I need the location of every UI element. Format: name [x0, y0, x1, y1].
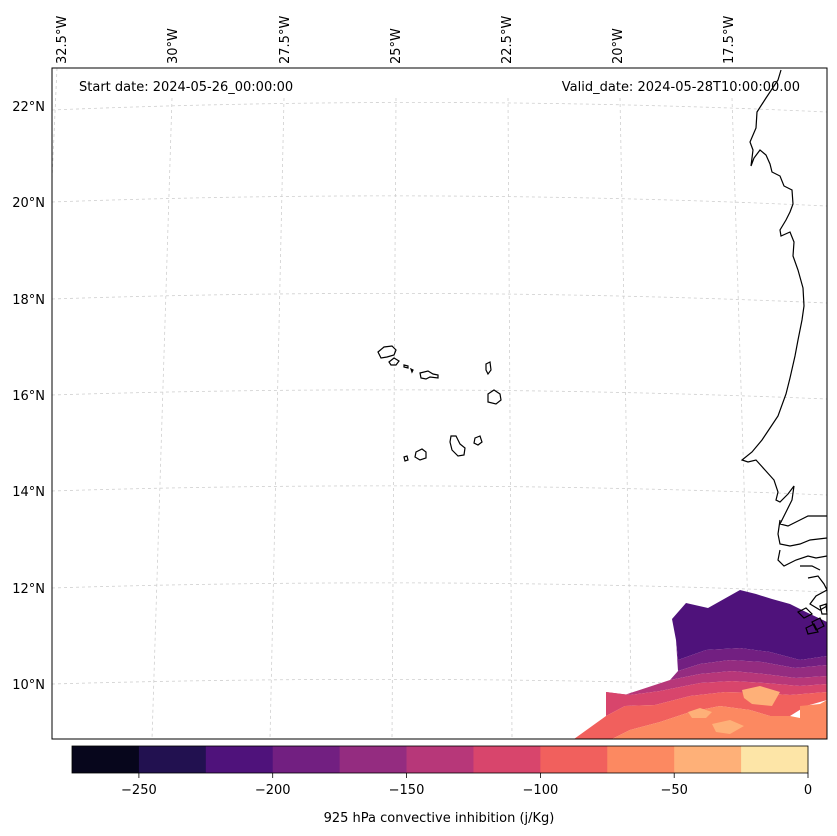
- cin-band-1: [676, 640, 827, 671]
- cin-band-7a: [688, 708, 712, 718]
- lat-label-22n: 22°N: [12, 100, 45, 115]
- island-santiago: [449, 435, 466, 457]
- lat-label-20n: 20°N: [12, 196, 45, 211]
- lon-label-30w: 30°W: [166, 28, 181, 64]
- colorbar-ticklabel--50: −50: [660, 783, 687, 798]
- meridian-20w: [619, 97, 633, 740]
- colorbar-cell-2: [205, 746, 274, 773]
- island-sao-vicente: [388, 357, 400, 366]
- island-fogo: [414, 448, 427, 461]
- island-boa-vista: [487, 389, 502, 405]
- graticule: [51, 67, 828, 740]
- africa-coastline: [740, 69, 827, 527]
- colorbar-ticks: [138, 773, 809, 778]
- lat-label-14n: 14°N: [12, 485, 45, 500]
- island-maio: [473, 435, 483, 446]
- lon-label-25w: 25°W: [389, 28, 404, 64]
- cin-band-3: [606, 671, 827, 701]
- island-santo-antao: [377, 345, 397, 359]
- colorbar-border: [71, 745, 809, 774]
- colorbar-cell-0: [72, 746, 140, 773]
- cin-band-0: [672, 590, 827, 660]
- valid-date-label: Valid_date: 2024-05-28T10:00:00.00: [562, 80, 800, 95]
- parallel-12n: [51, 582, 828, 593]
- lon-label-20w: 20°W: [611, 28, 626, 64]
- colorbar-cell-1: [138, 746, 207, 773]
- island-ilheu: [409, 367, 414, 374]
- bijagos-islands: [796, 603, 828, 635]
- start-date-label: Start date: 2024-05-26_00:00:00: [79, 80, 293, 95]
- longitude-labels: 32.5°W 30°W 27.5°W 25°W 22.5°W 20°W 17.5…: [55, 16, 737, 64]
- gambia-coast: [777, 519, 828, 547]
- cin-band-2: [670, 660, 827, 680]
- colorbar-cell-9: [674, 746, 742, 773]
- lat-label-10n: 10°N: [12, 678, 45, 693]
- cin-band-7c: [712, 720, 744, 734]
- parallel-14n: [51, 485, 828, 496]
- meridian-22-5w: [507, 97, 513, 740]
- colorbar-cells: [72, 746, 809, 773]
- parallel-22n: [51, 102, 828, 113]
- colorbar-cell-4: [339, 746, 407, 773]
- meridian-25w: [391, 97, 397, 740]
- parallel-10n: [51, 678, 828, 689]
- lon-label-32-5w: 32.5°W: [55, 16, 70, 64]
- colorbar-cell-7: [540, 746, 608, 773]
- colorbar-ticklabel--100: −100: [523, 783, 559, 798]
- island-brava: [403, 455, 409, 462]
- guinea-bissau-coast: [777, 549, 828, 611]
- colorbar-cell-5: [406, 746, 474, 773]
- island-santa-luzia: [403, 364, 409, 369]
- parallel-16n: [51, 389, 828, 400]
- colorbar-cell-8: [607, 746, 675, 773]
- lon-label-27-5w: 27.5°W: [278, 16, 293, 64]
- lat-label-12n: 12°N: [12, 582, 45, 597]
- colorbar-ticklabel--200: −200: [255, 783, 291, 798]
- colorbar-title: 925 hPa convective inhibition (j/Kg): [324, 811, 555, 826]
- lon-label-22-5w: 22.5°W: [500, 16, 515, 64]
- parallel-20n: [51, 195, 828, 207]
- island-sao-nicolau: [419, 370, 439, 380]
- cin-band-6: [612, 700, 827, 739]
- map-frame-border: [51, 67, 828, 740]
- island-sal: [485, 361, 492, 376]
- meridian-32-5w: [51, 67, 58, 181]
- latitude-labels: 22°N 20°N 18°N 16°N 14°N 12°N 10°N: [12, 100, 45, 693]
- meridian-30w: [151, 97, 173, 740]
- colorbar-ticklabel-0: 0: [804, 783, 812, 798]
- lat-label-16n: 16°N: [12, 389, 45, 404]
- colorbar-ticklabel--150: −150: [389, 783, 425, 798]
- cin-field: [574, 590, 827, 739]
- coastlines: [377, 69, 828, 635]
- cin-band-7b: [742, 686, 780, 706]
- lon-label-17-5w: 17.5°W: [722, 16, 737, 64]
- colorbar-cell-6: [473, 746, 541, 773]
- colorbar: −250 −200 −150 −100 −50 0 925 hPa convec…: [71, 745, 812, 826]
- colorbar-ticklabel--250: −250: [121, 783, 157, 798]
- lat-label-18n: 18°N: [12, 293, 45, 308]
- parallel-18n: [51, 292, 828, 304]
- colorbar-cell-10: [741, 746, 809, 773]
- colorbar-cell-3: [272, 746, 341, 773]
- meridian-27-5w: [269, 97, 285, 740]
